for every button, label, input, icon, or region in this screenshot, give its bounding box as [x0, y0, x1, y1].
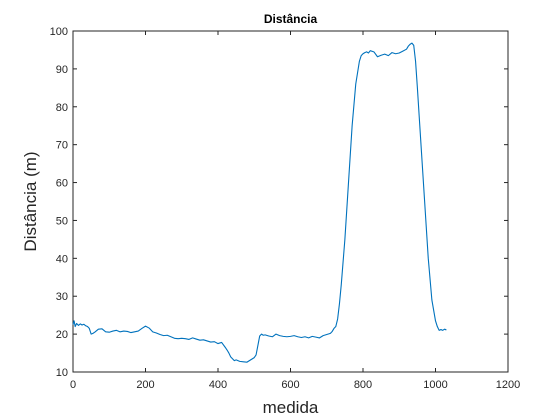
y-tick-label: 40 — [56, 253, 68, 265]
x-axis-label: medida — [263, 398, 319, 417]
x-tick-label: 1000 — [423, 379, 447, 391]
chart-title: Distância — [264, 12, 318, 26]
y-tick-label: 100 — [50, 26, 68, 38]
y-tick-label: 60 — [56, 178, 68, 190]
x-tick-label: 400 — [209, 379, 227, 391]
x-tick-label: 1200 — [496, 379, 520, 391]
y-tick-label: 70 — [56, 140, 68, 152]
x-tick-label: 800 — [354, 379, 372, 391]
y-axis-label: Distância (m) — [21, 151, 40, 251]
y-tick-label: 10 — [56, 367, 68, 379]
y-tick-label: 90 — [56, 64, 68, 76]
series-line — [72, 42, 447, 363]
x-tick-label: 0 — [70, 379, 76, 391]
x-axis-ticks: 0 200 400 600 800 1000 1200 — [70, 31, 520, 391]
y-tick-label: 20 — [56, 329, 68, 341]
plot-area — [72, 30, 509, 373]
y-tick-label: 80 — [56, 102, 68, 114]
y-axis-ticks: 10 20 30 40 50 60 70 80 90 100 — [50, 26, 508, 379]
y-tick-label: 30 — [56, 291, 68, 303]
x-tick-label: 600 — [281, 379, 299, 391]
y-tick-label: 50 — [56, 215, 68, 227]
x-tick-label: 200 — [136, 379, 154, 391]
